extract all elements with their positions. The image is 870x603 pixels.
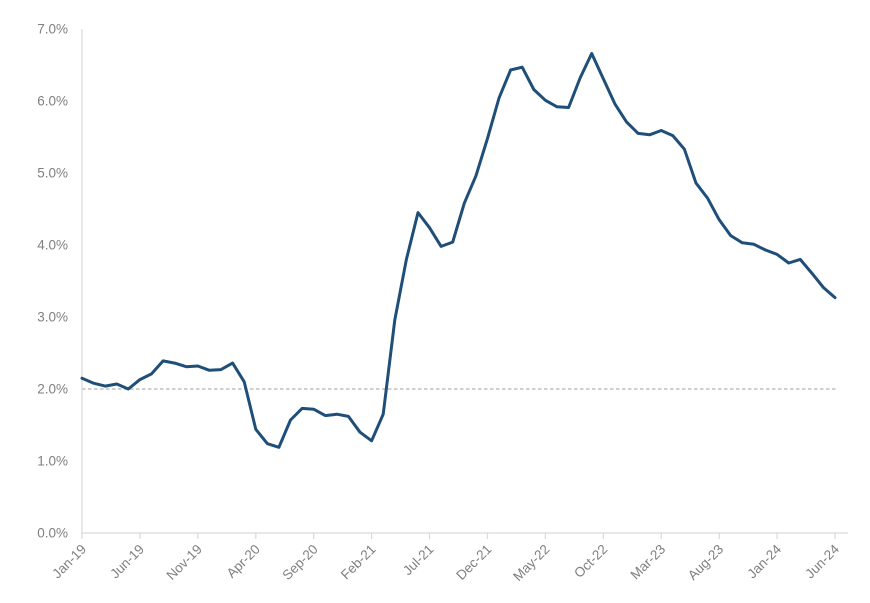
x-tick-label: Jun-24	[802, 541, 842, 581]
x-tick-label: Oct-22	[571, 542, 610, 581]
x-tick-label: May-22	[510, 542, 552, 584]
x-tick-label: Nov-19	[164, 542, 205, 583]
y-tick-label: 3.0%	[37, 310, 68, 325]
x-tick-label: Jan-24	[744, 541, 784, 581]
x-tick-label: Jul-21	[400, 542, 437, 579]
x-tick-label: Mar-23	[627, 542, 668, 583]
y-tick-label: 0.0%	[37, 526, 68, 541]
x-tick-label: Dec-21	[453, 542, 494, 583]
data-series-line	[80, 52, 837, 449]
x-tick-label: Apr-20	[224, 542, 263, 581]
x-tick-label: Jun-19	[107, 542, 147, 582]
x-tick-label: Sep-20	[279, 542, 320, 583]
y-tick-label: 5.0%	[37, 166, 68, 181]
x-tick-label: Jan-19	[49, 542, 89, 582]
y-tick-label: 4.0%	[37, 238, 68, 253]
y-tick-label: 6.0%	[37, 94, 68, 109]
x-tick-label: Aug-23	[685, 542, 726, 583]
y-tick-label: 7.0%	[37, 22, 68, 37]
y-tick-label: 1.0%	[37, 454, 68, 469]
x-tick-label: Feb-21	[338, 542, 379, 583]
y-tick-label: 2.0%	[37, 382, 68, 397]
